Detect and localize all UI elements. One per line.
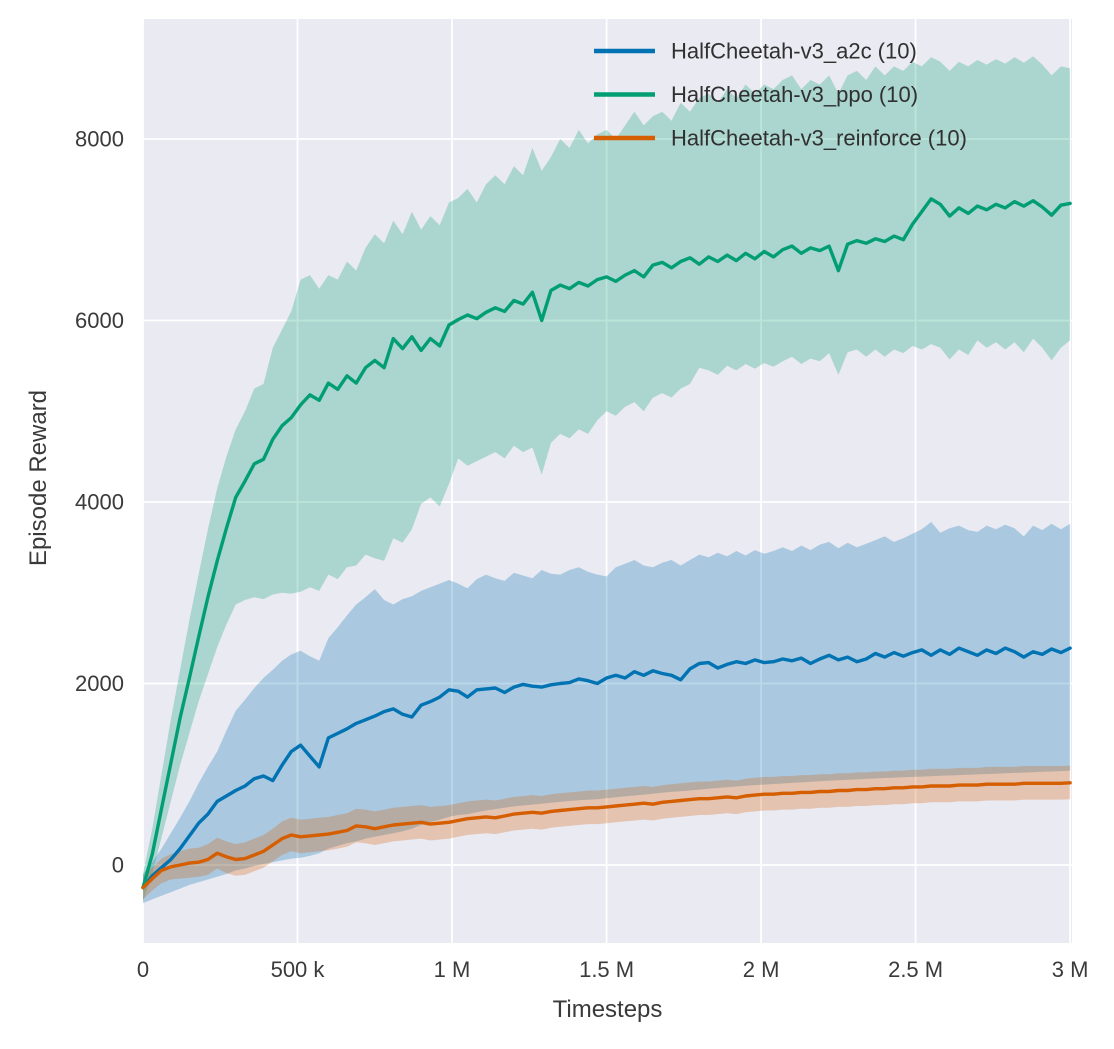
y-tick-label: 2000 xyxy=(75,671,124,696)
x-axis-title: Timesteps xyxy=(552,996,663,1023)
y-tick-label: 6000 xyxy=(75,308,124,333)
confidence-band-0 xyxy=(143,521,1071,904)
x-tick-label: 500 k xyxy=(271,957,326,982)
legend-label-1: HalfCheetah-v3_ppo (10) xyxy=(671,82,918,107)
x-tick-label: 1 M xyxy=(434,957,471,982)
y-tick-label: 8000 xyxy=(75,127,124,152)
y-tick-label: 0 xyxy=(112,853,124,878)
series-line-2 xyxy=(141,781,1072,890)
x-tick-label: 2.5 M xyxy=(888,957,943,982)
confidence-band-2 xyxy=(143,765,1071,900)
x-tick-label: 3 M xyxy=(1052,957,1089,982)
series-line-1 xyxy=(141,197,1072,890)
x-tick-label: 2 M xyxy=(743,957,780,982)
series-line-0 xyxy=(141,646,1072,890)
x-tick-label: 0 xyxy=(137,957,149,982)
y-tick-label: 4000 xyxy=(75,490,124,515)
x-tick-label: 1.5 M xyxy=(579,957,634,982)
y-axis-title: Episode Reward xyxy=(25,389,52,567)
legend-label-2: HalfCheetah-v3_reinforce (10) xyxy=(671,126,967,151)
legend-label-0: HalfCheetah-v3_a2c (10) xyxy=(671,39,917,64)
